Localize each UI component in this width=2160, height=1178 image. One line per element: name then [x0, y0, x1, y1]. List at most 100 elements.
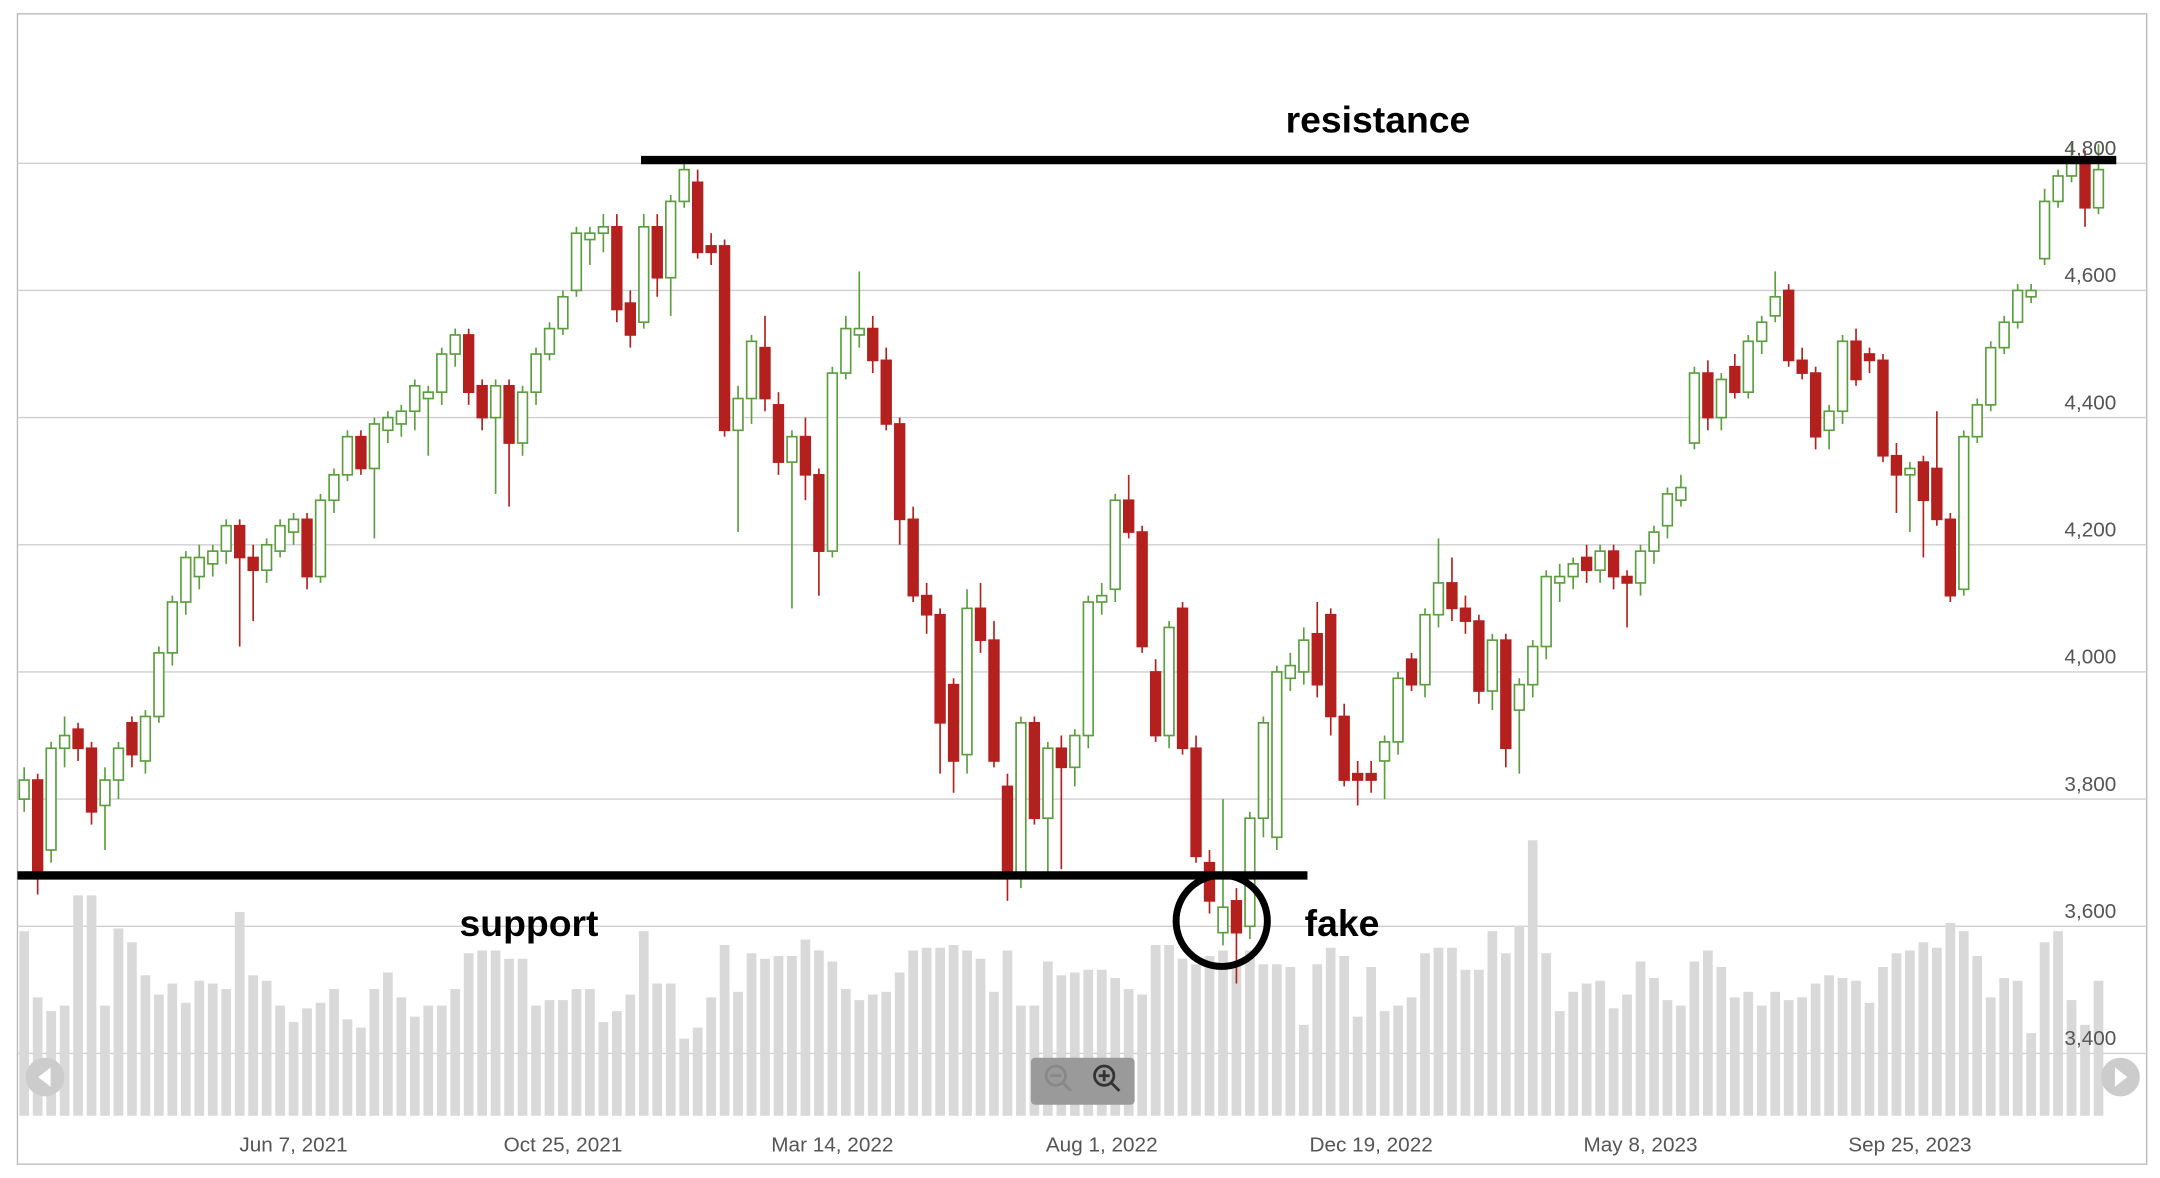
candle-body [1176, 607, 1189, 750]
volume-bar [113, 928, 124, 1116]
candle-body [1284, 664, 1296, 680]
volume-bar [409, 1016, 420, 1116]
volume-bar [1999, 978, 2010, 1116]
volume-bar [1756, 1005, 1767, 1116]
candle-body [1769, 295, 1781, 317]
candle-body [826, 372, 839, 552]
volume-bar [921, 947, 932, 1116]
volume-bar [544, 1000, 555, 1116]
volume-bar [315, 1002, 326, 1116]
volume-bar [288, 1022, 299, 1116]
y-tick-label: 3,400 [2064, 1027, 2116, 1050]
candle-body [2038, 200, 2051, 260]
candle-body [934, 613, 946, 724]
volume-bar [1824, 975, 1834, 1116]
candle-body [1594, 550, 1606, 572]
candle-body [2052, 175, 2064, 203]
volume-bar [477, 950, 487, 1116]
volume-bar [207, 983, 218, 1116]
y-tick-label: 4,000 [2064, 646, 2116, 669]
volume-bar [2066, 1000, 2077, 1116]
candle-body [112, 747, 125, 781]
volume-bar [1433, 947, 1444, 1116]
volume-bar [1271, 964, 1282, 1116]
volume-bar [1649, 978, 1659, 1116]
volume-bar [140, 975, 151, 1116]
volume-bar [383, 972, 393, 1116]
volume-bar [1918, 942, 1929, 1116]
volume-bar [760, 958, 770, 1116]
candle-body [813, 473, 825, 552]
candle-body [31, 779, 44, 877]
candle-body [1567, 563, 1579, 578]
volume-bar [1285, 967, 1296, 1116]
candle-body [260, 543, 273, 572]
volume-bar [1635, 961, 1646, 1116]
candle-body [1298, 639, 1310, 673]
candle-body [2079, 162, 2091, 209]
candle-body [1756, 321, 1768, 343]
volume-bar [773, 955, 784, 1116]
volume-bar [1191, 964, 1201, 1116]
volume-bar [827, 961, 838, 1116]
volume-bar [1729, 997, 1740, 1116]
candle-body [1836, 340, 1849, 413]
candle-body [2025, 289, 2037, 298]
volume-bar [234, 911, 245, 1116]
candle-body [1042, 747, 1054, 820]
volume-bar [1406, 997, 1417, 1116]
zoom-out-icon[interactable] [1044, 1064, 1067, 1087]
candle-body [422, 391, 434, 400]
volume-bar [1339, 955, 1350, 1116]
annotation-text: fake [1305, 902, 1380, 944]
volume-bar [894, 972, 905, 1116]
zoom-out-handle [1061, 1081, 1072, 1092]
volume-bar [975, 958, 986, 1116]
scroll-left[interactable] [25, 1057, 65, 1097]
candle-body [867, 327, 879, 362]
candle-body [947, 683, 960, 762]
volume-bar [1123, 989, 1134, 1116]
volume-bar [19, 931, 30, 1116]
candle-body [1863, 353, 1876, 362]
candle-body [234, 524, 246, 559]
candle-body [1621, 575, 1633, 584]
volume-bar [665, 983, 676, 1116]
volume-bar [787, 955, 797, 1116]
scroll-right[interactable] [2101, 1057, 2140, 1097]
candle-body [1554, 575, 1566, 584]
zoom-out[interactable] [1044, 1064, 1072, 1092]
candle-body [974, 607, 987, 641]
candle-body [247, 556, 259, 572]
candle-body [1405, 658, 1418, 686]
volume-bar [167, 983, 178, 1116]
candle-body [139, 715, 152, 762]
volume-bar [652, 983, 663, 1116]
volume-bar [706, 997, 716, 1116]
candle-body [1958, 435, 1970, 591]
y-tick-label: 4,800 [2064, 137, 2116, 160]
x-tick-label: May 8, 2023 [1584, 1134, 1698, 1157]
candle-body [1230, 900, 1243, 934]
zoom-in[interactable] [1093, 1064, 1121, 1092]
candle-body [462, 334, 475, 393]
zoom-in-icon[interactable] [1093, 1064, 1116, 1087]
volume-bar [840, 989, 851, 1116]
candle-body [1311, 632, 1323, 686]
volume-bar [1056, 975, 1067, 1116]
volume-bar [1703, 950, 1713, 1116]
volume-bar [1420, 953, 1430, 1116]
candle-body [18, 779, 30, 800]
candle-body [1149, 671, 1162, 737]
volume-bar [962, 950, 972, 1116]
x-tick-label: Aug 1, 2022 [1046, 1134, 1158, 1157]
volume-bar [1258, 964, 1269, 1116]
candle-body [45, 747, 57, 851]
volume-bar [1379, 1011, 1390, 1116]
volume-bar [1743, 991, 1754, 1116]
candle-body [1675, 486, 1687, 502]
volume-bar [1891, 953, 1902, 1116]
candle-body [1500, 639, 1512, 750]
